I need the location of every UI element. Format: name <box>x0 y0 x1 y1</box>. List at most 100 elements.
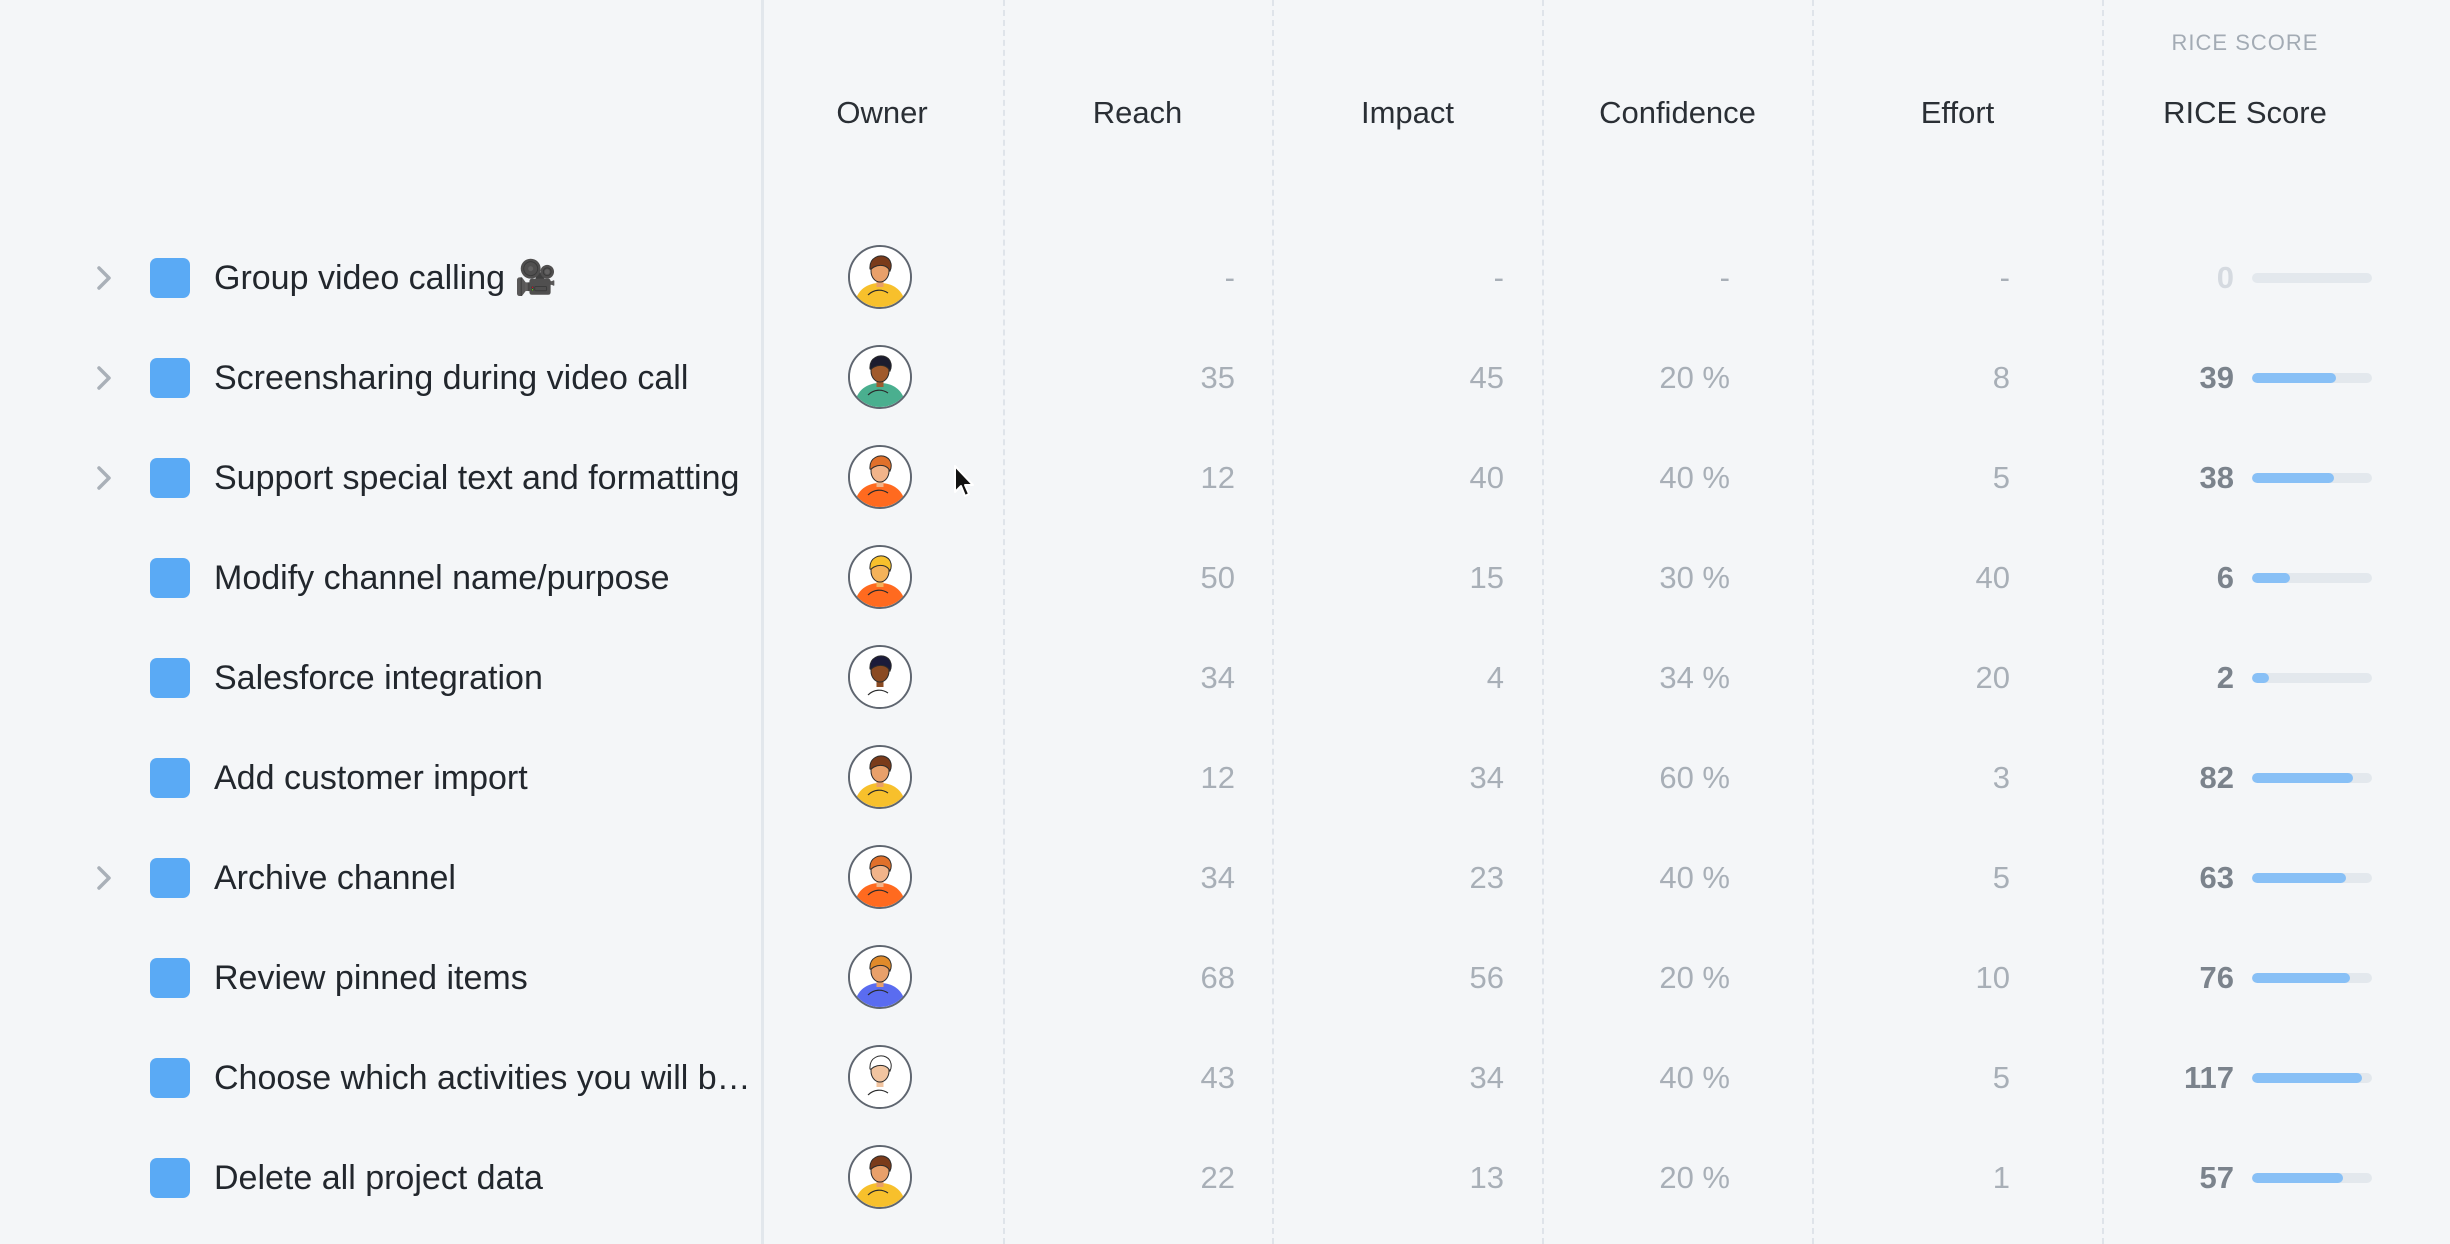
impact-value[interactable]: 34 <box>1469 760 1504 795</box>
checkbox-icon[interactable] <box>150 958 190 998</box>
feature-title[interactable]: Modify channel name/purpose <box>214 559 670 597</box>
column-header-owner[interactable]: Owner <box>836 95 928 130</box>
reach-value[interactable]: 35 <box>1200 360 1235 395</box>
column-header-rice-score[interactable]: RICE Score <box>2163 95 2327 130</box>
checkbox-icon[interactable] <box>150 1058 190 1098</box>
impact-value[interactable]: 15 <box>1469 560 1504 595</box>
reach-value[interactable]: 50 <box>1200 560 1235 595</box>
owner-avatar[interactable] <box>848 845 912 909</box>
feature-title[interactable]: Salesforce integration <box>214 659 543 697</box>
rice-score-bar-fill <box>2252 373 2336 383</box>
rice-score-group-label: RICE SCORE <box>2171 30 2319 55</box>
table-row[interactable]: Add customer import 12 34 60 % 3 82 <box>0 728 2450 828</box>
owner-avatar[interactable] <box>848 445 912 509</box>
feature-title[interactable]: Group video calling 🎥 <box>214 259 557 297</box>
feature-title[interactable]: Support special text and formatting <box>214 459 740 497</box>
reach-value[interactable]: 34 <box>1200 660 1235 695</box>
checkbox-icon[interactable] <box>150 758 190 798</box>
checkbox-icon[interactable] <box>150 258 190 298</box>
confidence-value[interactable]: - <box>1719 260 1730 295</box>
effort-value[interactable]: 10 <box>1975 960 2010 995</box>
table-row[interactable]: Modify channel name/purpose 50 15 30 % 40 6 <box>0 528 2450 628</box>
chevron-right-icon[interactable] <box>93 862 117 894</box>
impact-value[interactable]: 40 <box>1469 460 1504 495</box>
effort-value[interactable]: - <box>1999 260 2010 295</box>
chevron-right-icon[interactable] <box>93 462 117 494</box>
checkbox-icon[interactable] <box>150 1158 190 1198</box>
confidence-value[interactable]: 20 % <box>1659 1160 1730 1195</box>
table-row[interactable]: Choose which activities you will be noti… <box>0 1028 2450 1128</box>
column-header-effort[interactable]: Effort <box>1920 95 1995 130</box>
column-header-reach[interactable]: Reach <box>1092 95 1183 130</box>
rice-score-value: 57 <box>2199 1160 2234 1195</box>
rice-score-value: 117 <box>2183 1060 2234 1095</box>
checkbox-icon[interactable] <box>150 458 190 498</box>
rice-score-bar <box>2252 673 2372 683</box>
impact-value[interactable]: 34 <box>1469 1060 1504 1095</box>
column-header-confidence[interactable]: Confidence <box>1599 95 1756 130</box>
feature-title[interactable]: Choose which activities you will be noti… <box>214 1059 754 1097</box>
owner-avatar[interactable] <box>848 1145 912 1209</box>
reach-value[interactable]: 22 <box>1200 1160 1235 1195</box>
table-row[interactable]: Support special text and formatting 12 40 4… <box>0 428 2450 528</box>
reach-value[interactable]: 43 <box>1200 1060 1235 1095</box>
feature-title[interactable]: Add customer import <box>214 759 528 797</box>
column-header-impact[interactable]: Impact <box>1360 95 1455 130</box>
table-row[interactable]: Archive channel 34 23 40 % 5 63 <box>0 828 2450 928</box>
effort-value[interactable]: 40 <box>1975 560 2010 595</box>
owner-avatar[interactable] <box>848 945 912 1009</box>
owner-avatar[interactable] <box>848 745 912 809</box>
table-row[interactable]: Salesforce integration 34 4 34 % 20 2 <box>0 628 2450 728</box>
impact-value[interactable]: - <box>1493 260 1504 295</box>
feature-title[interactable]: Archive channel <box>214 859 456 897</box>
feature-title[interactable]: Review pinned items <box>214 959 528 997</box>
chevron-right-icon[interactable] <box>93 362 117 394</box>
rice-score-bar <box>2252 773 2372 783</box>
impact-value[interactable]: 23 <box>1469 860 1504 895</box>
confidence-value[interactable]: 20 % <box>1659 360 1730 395</box>
owner-avatar[interactable] <box>848 545 912 609</box>
owner-avatar[interactable] <box>848 1045 912 1109</box>
owner-avatar[interactable] <box>848 245 912 309</box>
reach-value[interactable]: 34 <box>1200 860 1235 895</box>
effort-value[interactable]: 3 <box>1992 760 2010 795</box>
effort-value[interactable]: 5 <box>1992 860 2010 895</box>
checkbox-icon[interactable] <box>150 358 190 398</box>
rice-score-value: 76 <box>2199 960 2234 995</box>
confidence-value[interactable]: 60 % <box>1659 760 1730 795</box>
effort-value[interactable]: 5 <box>1992 460 2010 495</box>
owner-avatar[interactable] <box>848 645 912 709</box>
impact-value[interactable]: 56 <box>1469 960 1504 995</box>
reach-value[interactable]: - <box>1224 260 1235 295</box>
impact-value[interactable]: 13 <box>1469 1160 1504 1195</box>
confidence-value[interactable]: 30 % <box>1659 560 1730 595</box>
rice-score-value: 2 <box>2216 660 2234 695</box>
column-divider <box>1542 0 1544 1244</box>
table-row[interactable]: Delete all project data 22 13 20 % 1 57 <box>0 1128 2450 1228</box>
table-row[interactable]: Screensharing during video call 35 45 20 % 8… <box>0 328 2450 428</box>
owner-avatar[interactable] <box>848 345 912 409</box>
feature-title[interactable]: Delete all project data <box>214 1159 543 1197</box>
reach-value[interactable]: 68 <box>1200 960 1235 995</box>
feature-title[interactable]: Screensharing during video call <box>214 359 689 397</box>
effort-value[interactable]: 20 <box>1975 660 2010 695</box>
checkbox-icon[interactable] <box>150 558 190 598</box>
chevron-right-icon[interactable] <box>93 262 117 294</box>
table-row[interactable]: Group video calling 🎥 - - - - 0 <box>0 228 2450 328</box>
checkbox-icon[interactable] <box>150 858 190 898</box>
impact-value[interactable]: 45 <box>1469 360 1504 395</box>
effort-value[interactable]: 5 <box>1992 1060 2010 1095</box>
confidence-value[interactable]: 20 % <box>1659 960 1730 995</box>
confidence-value[interactable]: 40 % <box>1659 1060 1730 1095</box>
reach-value[interactable]: 12 <box>1200 760 1235 795</box>
checkbox-icon[interactable] <box>150 658 190 698</box>
confidence-value[interactable]: 34 % <box>1659 660 1730 695</box>
impact-value[interactable]: 4 <box>1486 660 1504 695</box>
table-row[interactable]: Review pinned items 68 56 20 % 10 76 <box>0 928 2450 1028</box>
effort-value[interactable]: 1 <box>1992 1160 2010 1195</box>
confidence-value[interactable]: 40 % <box>1659 460 1730 495</box>
effort-value[interactable]: 8 <box>1992 360 2010 395</box>
reach-value[interactable]: 12 <box>1200 460 1235 495</box>
confidence-value[interactable]: 40 % <box>1659 860 1730 895</box>
